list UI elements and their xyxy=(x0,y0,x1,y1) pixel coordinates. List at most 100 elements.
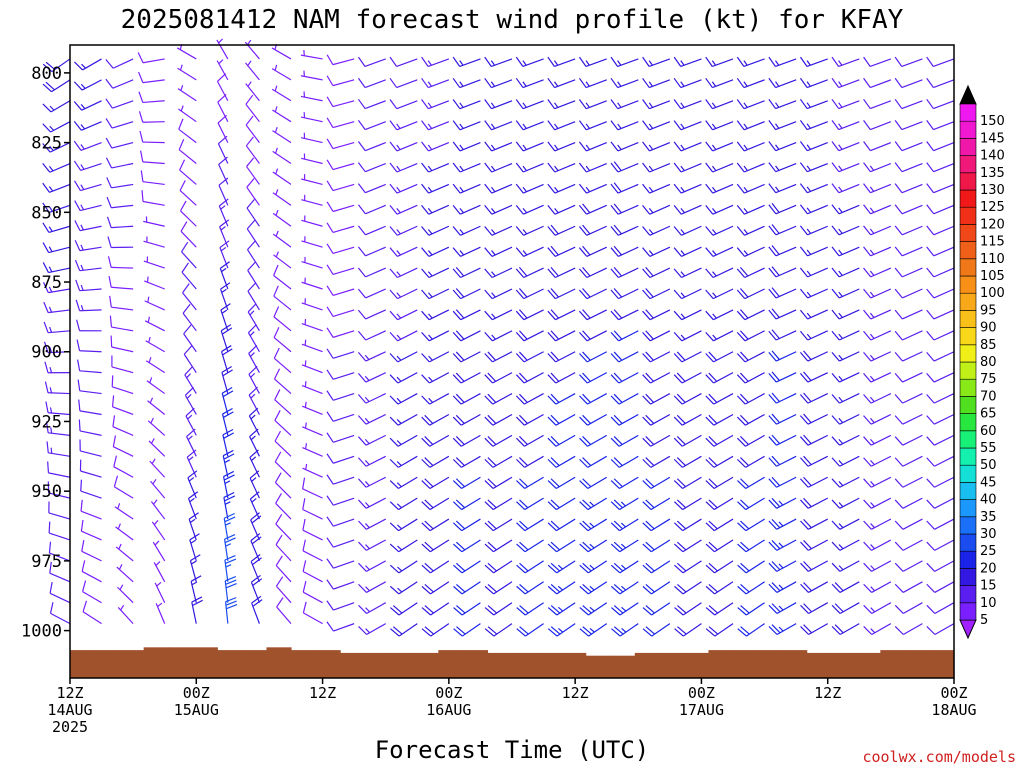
wind-barb xyxy=(105,58,134,69)
wind-barb xyxy=(42,100,71,113)
wind-barb xyxy=(301,236,323,248)
wind-barb xyxy=(390,623,418,637)
wind-barb xyxy=(247,303,260,332)
wind-barb xyxy=(705,413,734,426)
wind-barb xyxy=(705,204,734,215)
wind-barb xyxy=(894,497,923,509)
wind-barb xyxy=(547,183,576,194)
wind-barb xyxy=(358,476,386,488)
wind-barb xyxy=(831,581,860,593)
wind-barb xyxy=(273,306,292,332)
wind-barb xyxy=(216,59,229,81)
x-tick-label: 18AUG xyxy=(931,701,976,719)
wind-barb xyxy=(300,132,323,144)
wind-barb xyxy=(610,245,639,257)
wind-barb xyxy=(831,162,860,173)
wind-barb xyxy=(894,581,923,593)
wind-barb xyxy=(547,309,576,321)
wind-barb xyxy=(799,120,828,131)
wind-barb xyxy=(273,347,292,374)
wind-barb xyxy=(326,621,355,632)
wind-barb xyxy=(389,225,418,236)
wind-barb xyxy=(799,183,828,194)
wind-barb xyxy=(222,470,235,499)
wind-barb xyxy=(421,246,450,257)
wind-barb xyxy=(736,99,765,110)
wind-barb xyxy=(515,204,544,215)
terrain-segment xyxy=(94,650,120,678)
wind-barb xyxy=(894,455,923,467)
wind-barb xyxy=(642,330,671,342)
wind-barb xyxy=(272,230,292,248)
wind-barb xyxy=(484,204,513,215)
wind-barb xyxy=(863,476,892,488)
wind-barb xyxy=(176,44,197,60)
terrain-segment xyxy=(610,655,636,678)
wind-barb xyxy=(145,336,166,353)
wind-barb xyxy=(105,78,134,89)
terrain-segment xyxy=(364,652,390,678)
wind-barb xyxy=(301,153,323,165)
wind-barb xyxy=(800,476,828,488)
wind-barb xyxy=(831,267,860,278)
wind-barb xyxy=(246,199,260,227)
wind-barb xyxy=(421,476,450,489)
wind-barb xyxy=(673,518,702,532)
wind-barb xyxy=(863,623,892,636)
wind-barb xyxy=(223,533,236,561)
wind-barb xyxy=(705,56,734,68)
wind-barb xyxy=(181,262,197,290)
y-axis: 800 825 850 875 900 925 950 975 1000 xyxy=(21,64,70,642)
wind-barb xyxy=(831,309,860,320)
wind-barb xyxy=(579,560,608,574)
wind-barb xyxy=(484,288,513,300)
wind-barb xyxy=(800,560,829,572)
wind-barb xyxy=(47,461,71,478)
wind-barb xyxy=(301,381,323,395)
wind-barb xyxy=(389,330,418,342)
wind-barb xyxy=(44,361,71,374)
wind-barb xyxy=(516,476,544,489)
wind-barb xyxy=(610,393,639,405)
wind-barb xyxy=(326,75,355,87)
wind-barb xyxy=(326,285,355,296)
wind-barb xyxy=(831,518,860,530)
wind-barb xyxy=(831,476,860,488)
wind-barb xyxy=(705,497,734,511)
wind-barb xyxy=(799,162,828,173)
wind-barb xyxy=(452,330,481,342)
wind-barb xyxy=(673,455,702,468)
wind-barb xyxy=(610,539,639,553)
wind-barb xyxy=(150,499,166,520)
wind-barb xyxy=(220,282,231,311)
wind-barb xyxy=(247,282,260,311)
y-tick-label: 975 xyxy=(31,552,62,572)
wind-barb xyxy=(452,476,481,489)
wind-barb xyxy=(863,183,892,194)
terrain-segment xyxy=(536,652,562,678)
wind-barb xyxy=(273,264,292,290)
wind-barb xyxy=(547,581,576,595)
wind-barb xyxy=(302,463,323,478)
terrain-segment xyxy=(413,652,439,678)
colorbar-swatch xyxy=(959,155,977,174)
wind-barb xyxy=(610,560,639,574)
wind-barb xyxy=(42,121,71,133)
wind-barb xyxy=(515,77,544,89)
wind-barb xyxy=(301,401,323,416)
wind-barb xyxy=(515,120,544,131)
colorbar-swatch xyxy=(959,224,977,242)
wind-barb xyxy=(326,390,355,401)
x-tick-label: 16AUG xyxy=(426,701,471,719)
wind-barb xyxy=(389,204,418,215)
wind-barb xyxy=(301,360,323,374)
wind-barb xyxy=(515,309,544,321)
wind-barb xyxy=(926,309,955,320)
wind-barb xyxy=(302,477,323,499)
wind-barb xyxy=(799,288,828,299)
colorbar-low-arrow xyxy=(959,619,977,640)
wind-barb xyxy=(768,183,797,194)
wind-barb xyxy=(484,77,513,89)
wind-barb xyxy=(516,455,544,468)
